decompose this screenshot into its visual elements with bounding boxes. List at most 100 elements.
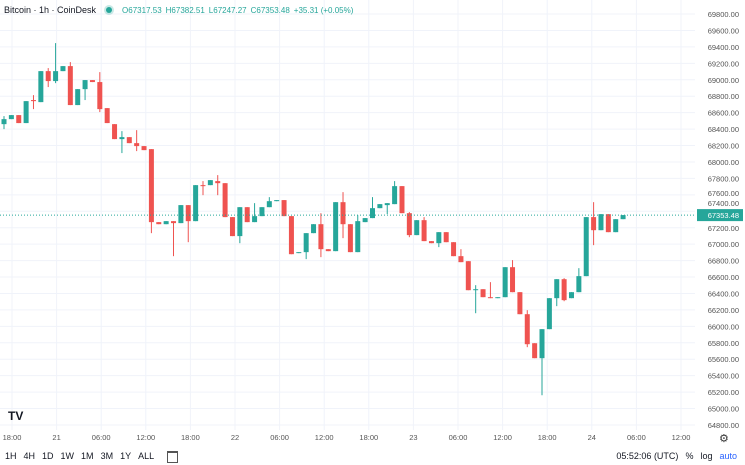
candle-up xyxy=(539,329,545,359)
time-axis-label: 22 xyxy=(231,433,239,442)
candle-down xyxy=(465,261,471,291)
candle-down xyxy=(104,108,110,124)
timeframe-3m[interactable]: 3M xyxy=(100,451,114,461)
candlestick-chart[interactable]: 69800.00 69600.00 69400.00 69200.00 69000.00… xyxy=(0,0,745,447)
candle-up xyxy=(333,202,339,252)
log-scale-toggle[interactable]: log xyxy=(700,451,713,461)
candle-down xyxy=(281,200,287,217)
current-price-badge xyxy=(697,209,743,222)
auto-scale-toggle[interactable]: auto xyxy=(719,451,737,461)
timeframe-4h[interactable]: 4H xyxy=(23,451,36,461)
candle-up xyxy=(392,186,398,205)
candle-down xyxy=(340,202,346,225)
candle-up xyxy=(38,71,44,103)
candle-down xyxy=(288,216,294,255)
scale-options: 05:52:06 (UTC) % log auto xyxy=(616,451,737,461)
price-axis-label: 66600.00 xyxy=(708,273,739,282)
candle-down xyxy=(141,146,147,151)
timeframe-1m[interactable]: 1M xyxy=(81,451,94,461)
candle-down xyxy=(591,217,597,231)
candle-up xyxy=(259,207,265,217)
price-axis-label: 67400.00 xyxy=(708,199,739,208)
price-axis-label: 67600.00 xyxy=(708,189,739,198)
time-axis-label: 18:00 xyxy=(181,433,200,442)
candle-down xyxy=(524,314,530,345)
candle-down xyxy=(406,213,412,236)
candle-down xyxy=(16,115,22,124)
legend-close: C67353.48 xyxy=(250,5,290,15)
axis-settings-icon[interactable]: ⚙ xyxy=(719,433,729,445)
legend-change: +35.31 (+0.05%) xyxy=(293,5,354,15)
timeframe-1h[interactable]: 1H xyxy=(5,451,17,461)
price-axis-label: 66800.00 xyxy=(708,257,739,266)
candle-up xyxy=(568,292,574,299)
timeframe-1d[interactable]: 1D xyxy=(42,451,54,461)
candle-up xyxy=(502,267,508,298)
time-axis-label: 18:00 xyxy=(538,433,557,442)
timeframe-1y[interactable]: 1Y xyxy=(120,451,132,461)
price-axis-label: 64800.00 xyxy=(708,421,739,430)
price-axis-label: 69800.00 xyxy=(708,10,739,19)
time-axis-label: 18:00 xyxy=(3,433,22,442)
candle-up xyxy=(23,101,29,124)
candle-down xyxy=(347,224,353,253)
candle-down xyxy=(215,181,221,184)
price-axis-label: 65200.00 xyxy=(708,388,739,397)
price-axis-label: 67200.00 xyxy=(708,224,739,233)
candle-down xyxy=(185,205,191,222)
candle-up xyxy=(252,216,258,223)
candle-down xyxy=(134,143,140,147)
candle-up xyxy=(370,208,375,219)
candle-down xyxy=(89,80,95,83)
candle-up xyxy=(620,215,626,220)
candle-down xyxy=(443,232,449,243)
candle-up xyxy=(495,297,501,299)
percent-scale-toggle[interactable]: % xyxy=(685,451,694,461)
candle-down xyxy=(561,279,567,301)
candle-up xyxy=(163,221,169,225)
candle-down xyxy=(229,217,235,237)
candle-down xyxy=(487,297,493,299)
candle-up xyxy=(75,89,81,106)
price-axis-label: 65000.00 xyxy=(708,405,739,414)
timeframe-all[interactable]: ALL xyxy=(138,451,155,461)
price-axis-label: 68200.00 xyxy=(708,142,739,151)
candle-down xyxy=(148,149,154,223)
candle-down xyxy=(517,292,523,315)
candle-up xyxy=(60,66,66,72)
price-axis-label: 65600.00 xyxy=(708,355,739,364)
candle-up xyxy=(473,289,479,291)
price-axis-label: 65400.00 xyxy=(708,372,739,381)
price-axis-label: 69600.00 xyxy=(708,26,739,35)
candle-up xyxy=(119,137,125,140)
candle-down xyxy=(480,289,486,298)
candle-down xyxy=(171,221,177,224)
candle-down xyxy=(421,220,427,242)
legend-open: O67317.53 xyxy=(122,5,162,15)
candle-down xyxy=(399,186,405,214)
price-axis-label: 68800.00 xyxy=(708,92,739,101)
current-price-label: 67353.48 xyxy=(708,211,739,220)
candle-up xyxy=(274,200,280,202)
price-axis-label: 69000.00 xyxy=(708,76,739,85)
candle-up xyxy=(598,214,604,231)
time-axis-label: 21 xyxy=(52,433,60,442)
time-axis-label: 06:00 xyxy=(92,433,111,442)
candle-up xyxy=(193,185,199,222)
candle-down xyxy=(605,214,611,233)
candle-down xyxy=(325,249,331,252)
timeframe-1w[interactable]: 1W xyxy=(60,451,75,461)
tradingview-logo[interactable]: TV xyxy=(8,409,24,423)
date-range-calendar-icon[interactable] xyxy=(167,451,179,463)
candle-up xyxy=(546,298,552,330)
candle-down xyxy=(156,222,162,225)
time-axis-label: 12:00 xyxy=(315,433,334,442)
candle-up xyxy=(1,119,7,125)
candle-up xyxy=(82,80,88,90)
price-axis-label: 66000.00 xyxy=(708,322,739,331)
bottom-toolbar: 1H 4H 1D 1W 1M 3M 1Y ALL 05:52:06 (UTC) … xyxy=(0,448,745,465)
candle-up xyxy=(377,204,383,209)
candle-down xyxy=(200,185,206,187)
candle-down xyxy=(532,343,538,359)
utc-clock[interactable]: 05:52:06 (UTC) xyxy=(616,451,679,461)
